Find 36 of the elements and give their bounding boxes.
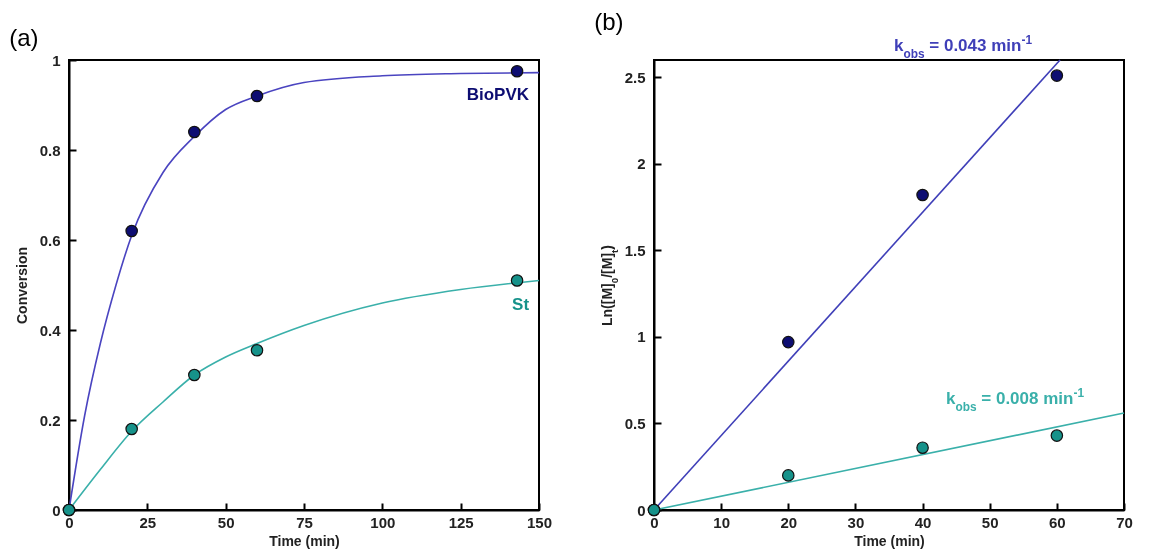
- y-tick-label: 0: [637, 501, 646, 519]
- x-axis-title: Time (min): [854, 532, 925, 549]
- y-tick-label: 2.5: [624, 68, 646, 86]
- y-tick-label: 1: [637, 328, 646, 346]
- series-label: k$_{obs}$ = 0.043 min$^{-1}$: [893, 33, 1033, 61]
- x-tick-label: 60: [1049, 513, 1066, 531]
- x-tick-label: 50: [981, 513, 999, 531]
- x-tick-label: 100: [370, 513, 396, 531]
- x-tick-label: 125: [448, 513, 474, 531]
- x-tick-label: 0: [65, 513, 74, 531]
- y-tick-label: 1: [52, 51, 61, 69]
- y-tick-label: 0.4: [39, 321, 62, 339]
- y-tick-label: 0: [52, 501, 61, 519]
- chart-title: (a): [9, 24, 39, 51]
- x-tick-label: 70: [1116, 513, 1133, 531]
- series-label: St: [512, 294, 530, 314]
- y-tick-label: 0.6: [39, 231, 61, 249]
- series-label: k$_{obs}$ = 0.008 min$^{-1}$: [945, 386, 1085, 415]
- x-tick-label: 75: [296, 513, 313, 531]
- x-tick-label: 30: [847, 513, 865, 531]
- x-tick-label: 0: [650, 513, 659, 531]
- x-axis-title: Time (min): [269, 532, 340, 549]
- x-tick-label: 40: [914, 513, 932, 531]
- y-tick-label: 0.5: [624, 414, 646, 432]
- x-tick-label: 10: [713, 513, 730, 531]
- y-tick-label: 0.8: [39, 141, 61, 159]
- x-tick-label: 20: [780, 513, 798, 531]
- series-label: BioPVK: [466, 85, 530, 105]
- x-tick-label: 50: [217, 513, 235, 531]
- x-tick-label: 150: [526, 513, 553, 531]
- y-tick-label: 2: [637, 155, 646, 173]
- y-tick-label: 0.2: [39, 411, 61, 429]
- x-tick-label: 25: [139, 513, 157, 531]
- y-axis-title: Conversion: [13, 246, 30, 325]
- chart-title: (b): [594, 8, 624, 35]
- y-tick-label: 1.5: [624, 241, 646, 259]
